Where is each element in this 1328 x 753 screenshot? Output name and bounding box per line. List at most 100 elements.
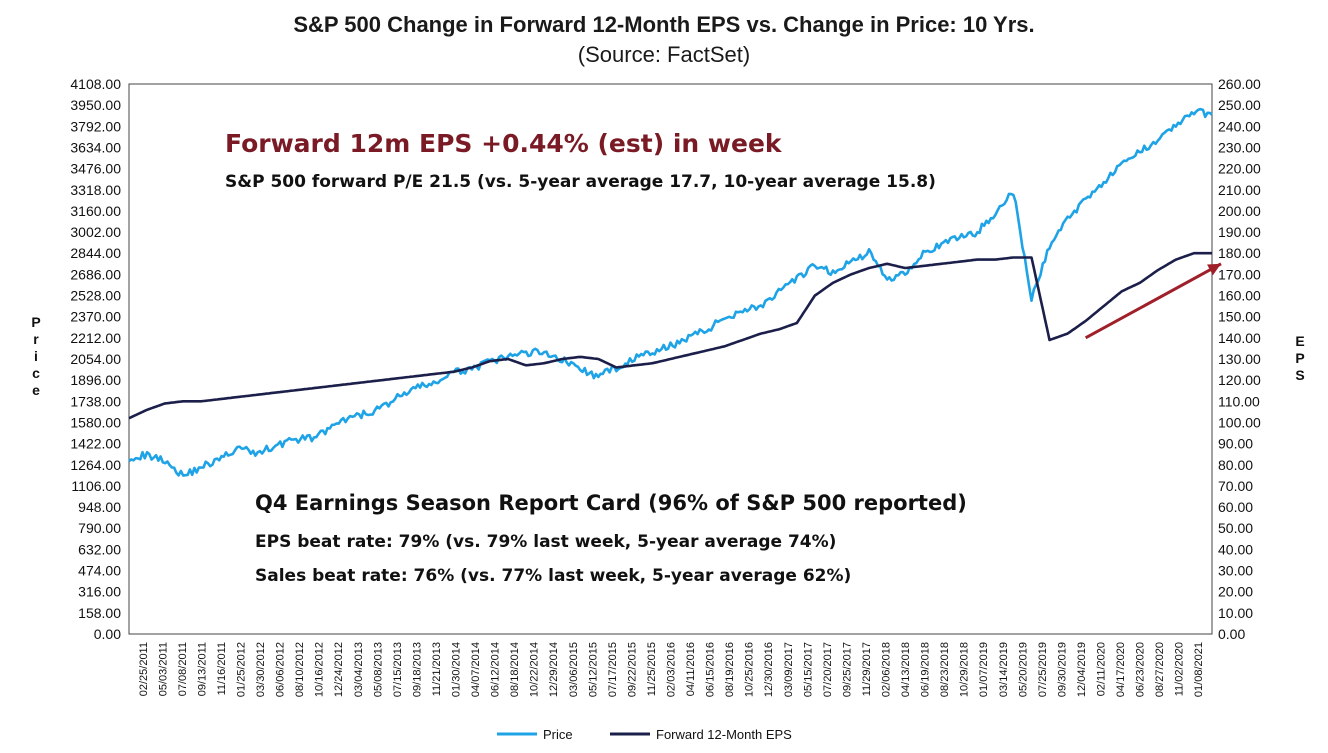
x-tick-label: 07/15/2013 [392, 642, 404, 697]
x-tick-label: 03/04/2013 [353, 642, 365, 697]
left-tick-label: 1896.00 [70, 372, 121, 388]
right-axis-letter: E [1295, 333, 1304, 349]
left-tick-label: 948.00 [78, 499, 121, 515]
right-tick-label: 30.00 [1218, 563, 1253, 579]
right-tick-label: 130.00 [1218, 351, 1261, 367]
right-tick-label: 60.00 [1218, 499, 1253, 515]
x-tick-label: 03/09/2017 [783, 642, 795, 697]
left-tick-label: 2370.00 [70, 309, 121, 325]
left-tick-label: 2528.00 [70, 288, 121, 304]
x-tick-label: 05/03/2011 [157, 642, 169, 696]
x-tick-label: 02/06/2018 [881, 642, 893, 697]
right-tick-label: 180.00 [1218, 245, 1261, 261]
x-tick-label: 08/23/2018 [939, 642, 951, 697]
x-tick-label: 08/19/2016 [724, 642, 736, 697]
right-tick-label: 10.00 [1218, 605, 1253, 621]
left-tick-label: 3318.00 [70, 182, 121, 198]
right-tick-label: 40.00 [1218, 541, 1253, 557]
x-tick-label: 03/30/2012 [255, 642, 267, 697]
trend-arrow [1084, 262, 1222, 340]
chart-subtitle: (Source: FactSet) [578, 42, 750, 67]
x-tick-label: 04/07/2014 [470, 642, 482, 697]
right-tick-label: 20.00 [1218, 584, 1253, 600]
eps-line [128, 251, 1212, 420]
left-axis-letter: c [32, 365, 40, 381]
left-axis-letter: r [33, 331, 39, 347]
right-tick-label: 170.00 [1218, 266, 1261, 282]
report-card-title: Q4 Earnings Season Report Card (96% of S… [255, 491, 967, 515]
x-tick-label: 12/04/2019 [1076, 642, 1088, 697]
x-tick-label: 09/30/2019 [1056, 642, 1068, 697]
right-axis-letter: S [1295, 367, 1304, 383]
x-tick-label: 06/15/2016 [705, 642, 717, 697]
x-tick-label: 10/25/2016 [744, 642, 756, 697]
left-axis-letter: e [32, 382, 40, 398]
left-axis-letter: i [34, 348, 38, 364]
left-tick-label: 316.00 [78, 584, 121, 600]
chart-title: S&P 500 Change in Forward 12-Month EPS v… [293, 12, 1034, 37]
left-tick-label: 1422.00 [70, 436, 121, 452]
x-tick-label: 01/07/2019 [978, 642, 990, 697]
left-tick-label: 1580.00 [70, 414, 121, 430]
eps-headline: Forward 12m EPS +0.44% (est) in week [225, 129, 783, 158]
x-tick-label: 03/06/2015 [568, 642, 580, 697]
x-tick-label: 06/06/2012 [275, 642, 287, 697]
x-tick-label: 06/12/2014 [490, 642, 502, 697]
left-tick-label: 1264.00 [70, 457, 121, 473]
left-tick-label: 1106.00 [71, 478, 121, 494]
trend-arrow-head [1207, 263, 1222, 276]
x-tick-label: 09/25/2017 [841, 642, 853, 697]
x-tick-label: 12/24/2012 [333, 642, 345, 697]
x-tick-label: 12/30/2016 [763, 642, 775, 697]
left-tick-label: 3634.00 [70, 139, 121, 155]
series-lines [128, 107, 1213, 477]
right-tick-label: 200.00 [1218, 203, 1261, 219]
x-tick-label: 05/20/2019 [1017, 642, 1029, 697]
left-tick-label: 158.00 [78, 605, 121, 621]
left-axis-letter: P [31, 314, 40, 330]
left-tick-label: 2844.00 [70, 245, 121, 261]
x-tick-label: 09/13/2011 [196, 642, 208, 696]
x-tick-label: 07/25/2019 [1037, 642, 1049, 697]
right-axis-label: EPS [1295, 333, 1304, 383]
left-axis-ticks: 4108.00 3950.00 3792.00 3634.00 3476.00 3318.… [70, 76, 121, 642]
x-tick-label: 05/12/2015 [587, 642, 599, 697]
x-tick-label: 09/18/2013 [411, 642, 423, 697]
left-tick-label: 2686.00 [70, 266, 121, 282]
x-tick-label: 07/17/2015 [607, 642, 619, 697]
right-tick-label: 220.00 [1218, 161, 1261, 177]
right-tick-label: 80.00 [1218, 457, 1253, 473]
left-tick-label: 3160.00 [70, 203, 121, 219]
x-tick-label: 11/25/2015 [646, 642, 658, 696]
right-tick-label: 120.00 [1218, 372, 1261, 388]
x-tick-label: 06/23/2020 [1135, 642, 1147, 697]
right-tick-label: 140.00 [1218, 330, 1261, 346]
x-tick-label: 07/08/2011 [177, 642, 189, 696]
left-tick-label: 0.00 [94, 626, 121, 642]
eps-beat-rate: EPS beat rate: 79% (vs. 79% last week, 5… [255, 532, 836, 552]
right-tick-label: 50.00 [1218, 520, 1253, 536]
legend: Price Forward 12-Month EPS [497, 727, 792, 742]
x-tick-label: 10/29/2018 [959, 642, 971, 697]
left-axis-label: Price [31, 314, 40, 398]
plot-frame [128, 83, 1213, 635]
price-line [128, 107, 1213, 477]
x-tick-label: 04/13/2018 [900, 642, 912, 697]
legend-price-label: Price [543, 727, 573, 742]
x-tick-label: 12/29/2014 [548, 642, 560, 697]
left-tick-label: 3002.00 [70, 224, 121, 240]
right-tick-label: 190.00 [1218, 224, 1261, 240]
left-tick-label: 1738.00 [70, 393, 121, 409]
pe-line: S&P 500 forward P/E 21.5 (vs. 5-year ave… [225, 172, 936, 192]
right-axis-letter: P [1295, 350, 1304, 366]
x-tick-label: 05/08/2013 [372, 642, 384, 697]
x-tick-label: 01/08/2021 [1193, 642, 1205, 697]
right-tick-label: 0.00 [1218, 626, 1245, 642]
x-tick-label: 04/17/2020 [1115, 642, 1127, 697]
x-tick-label: 02/03/2016 [666, 642, 678, 697]
x-tick-label: 11/02/2020 [1174, 642, 1186, 696]
x-tick-label: 02/25/2011 [138, 642, 150, 696]
x-axis-ticks: 02/25/2011 05/03/2011 07/08/2011 09/13/2011… [138, 642, 1205, 697]
left-tick-label: 474.00 [78, 563, 121, 579]
